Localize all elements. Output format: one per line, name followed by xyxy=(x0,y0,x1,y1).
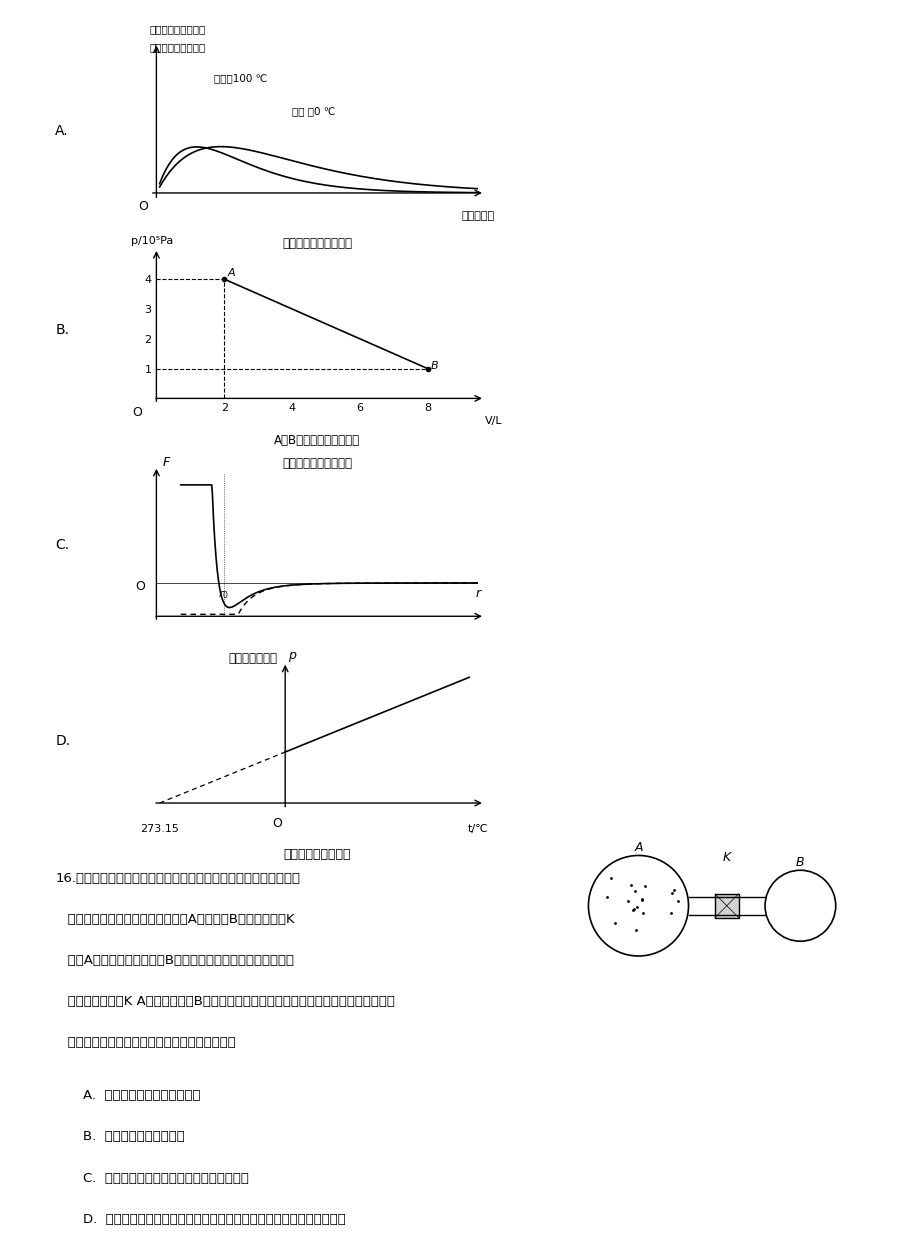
Text: 温度为100 ℃: 温度为100 ℃ xyxy=(214,73,267,83)
Text: C.: C. xyxy=(55,538,69,553)
Text: B.: B. xyxy=(55,322,69,337)
Text: 与距离的关系: 与距离的关系 xyxy=(232,675,274,688)
Text: F: F xyxy=(163,456,170,469)
Text: O: O xyxy=(132,406,142,418)
Text: t/℃: t/℃ xyxy=(468,824,488,834)
Text: 占总分子数的百分比: 占总分子数的百分比 xyxy=(150,42,206,52)
Text: 性装置，其原理图如图所示。座舱A与气闸舱B之间装有阀门K: 性装置，其原理图如图所示。座舱A与气闸舱B之间装有阀门K xyxy=(55,913,294,925)
Text: p: p xyxy=(289,649,296,662)
Text: r: r xyxy=(475,588,481,600)
Text: 舱时，打开阀门K A中的气体进入B中，最终达到平衡。假设此过程中系统与外界没有热交: 舱时，打开阀门K A中的气体进入B中，最终达到平衡。假设此过程中系统与外界没有热… xyxy=(55,995,394,1007)
Text: 273.15: 273.15 xyxy=(140,824,179,834)
Text: 温度 为0 ℃: 温度 为0 ℃ xyxy=(291,106,335,116)
Text: A.: A. xyxy=(55,123,69,138)
Text: O: O xyxy=(139,200,148,213)
Text: A到B的过程中，气体分子: A到B的过程中，气体分子 xyxy=(274,435,360,447)
Text: A: A xyxy=(633,842,642,854)
Text: 某种气体分子速率分布: 某种气体分子速率分布 xyxy=(282,238,352,250)
Text: 换，舱内气体可视为理想气体。在此过程中（）: 换，舱内气体可视为理想气体。在此过程中（） xyxy=(55,1036,235,1048)
Text: 座舱A中充满空气，气闸舱B内为真空。航天员从太空返回气闸: 座舱A中充满空气，气闸舱B内为真空。航天员从太空返回气闸 xyxy=(55,954,294,966)
Text: O: O xyxy=(272,817,282,829)
Text: 分子的速率: 分子的速率 xyxy=(461,210,494,220)
Text: V/L: V/L xyxy=(484,416,502,426)
Text: A.  气体对外界做功，内能减少: A. 气体对外界做功，内能减少 xyxy=(83,1089,200,1102)
Text: B: B xyxy=(430,361,438,371)
Text: C.  气体压强变小，气体分子的平均动能减少: C. 气体压强变小，气体分子的平均动能减少 xyxy=(83,1172,248,1184)
Text: 分子间的作用力: 分子间的作用力 xyxy=(228,652,278,665)
Text: 平均动能先增大后减小: 平均动能先增大后减小 xyxy=(282,457,352,471)
Text: D.: D. xyxy=(55,733,70,748)
Text: $r_0$: $r_0$ xyxy=(218,588,229,601)
Text: 各速率区间的分子数: 各速率区间的分子数 xyxy=(150,25,206,35)
Text: D.  气体压强变小，气体分子单位时间对气缸壁单位面积碰撞的次数变少: D. 气体压强变小，气体分子单位时间对气缸壁单位面积碰撞的次数变少 xyxy=(83,1213,346,1225)
Text: K: K xyxy=(722,852,730,864)
Text: 16.气闸舱是载人航天器中供航天员进入太空或由太空返回用的气密: 16.气闸舱是载人航天器中供航天员进入太空或由太空返回用的气密 xyxy=(55,872,300,884)
FancyBboxPatch shape xyxy=(714,894,738,918)
Text: p/10⁵Pa: p/10⁵Pa xyxy=(130,235,173,245)
Text: 气体的等容变化图象: 气体的等容变化图象 xyxy=(283,848,351,862)
Text: B.  气体不做功，温度不变: B. 气体不做功，温度不变 xyxy=(83,1130,185,1143)
Text: A: A xyxy=(227,268,235,278)
Text: B: B xyxy=(795,855,804,869)
Text: O: O xyxy=(135,580,145,593)
